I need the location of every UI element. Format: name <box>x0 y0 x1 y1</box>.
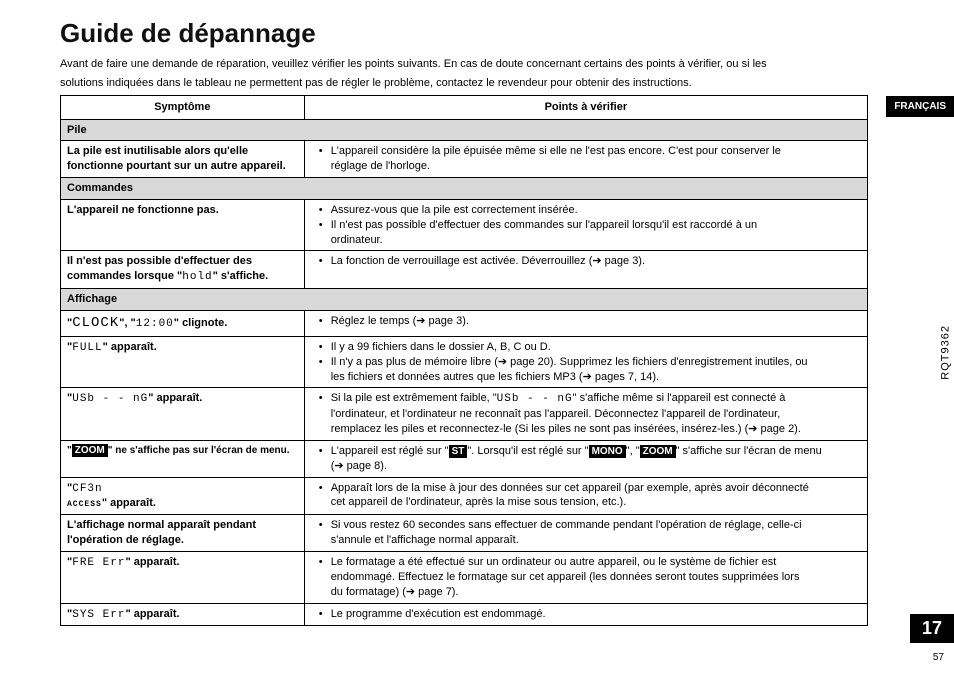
access-icon: CF3nACCESS <box>67 482 103 510</box>
r2-symptom: L'appareil ne fonctionne pas. <box>61 199 305 251</box>
r9-symptom: L'affichage normal apparaît pendant l'op… <box>61 515 305 552</box>
st-icon: ST <box>449 445 468 458</box>
r4-symptom: "CLOCK", "12:00" clignote. <box>61 310 305 336</box>
r1-points: L'appareil considère la pile épuisée mêm… <box>304 141 867 178</box>
th-points: Points à vérifier <box>304 95 867 119</box>
usb-ng-icon: USb - - nG <box>72 393 148 405</box>
page-title: Guide de dépannage <box>60 18 904 49</box>
hold-icon: hold <box>182 271 212 283</box>
r8-symptom: "CF3nACCESS" apparaît. <box>61 477 305 515</box>
mono-icon: MONO <box>589 445 626 458</box>
page-number-small: 57 <box>933 652 944 663</box>
fre-err-icon: FRE Err <box>72 557 125 569</box>
r7-symptom: "ZOOM" ne s'affiche pas sur l'écran de m… <box>61 440 305 477</box>
r10-points: Le formatage a été effectué sur un ordin… <box>304 551 867 603</box>
arrow-icon: ➔ <box>334 460 343 472</box>
r11-points: Le programme d'exécution est endommagé. <box>304 603 867 626</box>
r5-points: Il y a 99 fichiers dans le dossier A, B,… <box>304 336 867 388</box>
arrow-icon: ➔ <box>406 586 415 598</box>
language-tab: FRANÇAIS <box>886 96 954 117</box>
zoom-icon: ZOOM <box>72 444 108 457</box>
usb-ng-icon: USb - - nG <box>497 393 573 405</box>
section-commandes: Commandes <box>61 178 868 200</box>
troubleshooting-table: Symptôme Points à vérifier Pile La pile … <box>60 95 868 627</box>
arrow-icon: ➔ <box>592 255 601 267</box>
intro-line-1: Avant de faire une demande de réparation… <box>60 57 904 72</box>
r8-points: Apparaît lors de la mise à jour des donn… <box>304 477 867 515</box>
zoom-icon: ZOOM <box>640 445 676 458</box>
r3-points: La fonction de verrouillage est activée.… <box>304 251 867 289</box>
r3-symptom: Il n'est pas possible d'effectuer des co… <box>61 251 305 289</box>
arrow-icon: ➔ <box>416 315 425 327</box>
r6-points: Si la pile est extrêmement faible, "USb … <box>304 388 867 441</box>
clock-icon: CLOCK <box>72 315 119 331</box>
sys-err-icon: SYS Err <box>72 609 125 621</box>
r9-points: Si vous restez 60 secondes sans effectue… <box>304 515 867 552</box>
time-icon: 12:00 <box>136 318 174 330</box>
section-affichage: Affichage <box>61 289 868 311</box>
arrow-icon: ➔ <box>498 356 507 368</box>
r1-symptom: La pile est inutilisable alors qu'elle f… <box>61 141 305 178</box>
r4-points: Réglez le temps (➔ page 3). <box>304 310 867 336</box>
r2-points: Assurez-vous que la pile est correctemen… <box>304 199 867 251</box>
arrow-icon: ➔ <box>583 371 592 383</box>
r11-symptom: "SYS Err" apparaît. <box>61 603 305 626</box>
intro-line-2: solutions indiquées dans le tableau ne p… <box>60 76 904 91</box>
r5-symptom: "FULL" apparaît. <box>61 336 305 388</box>
th-symptom: Symptôme <box>61 95 305 119</box>
r10-symptom: "FRE Err" apparaît. <box>61 551 305 603</box>
r6-symptom: "USb - - nG" apparaît. <box>61 388 305 441</box>
full-icon: FULL <box>72 342 102 354</box>
doc-code: RQT9362 <box>940 325 952 380</box>
r7-points: L'appareil est réglé sur "ST". Lorsqu'il… <box>304 440 867 477</box>
section-pile: Pile <box>61 119 868 141</box>
page-number-badge: 17 <box>910 614 954 643</box>
